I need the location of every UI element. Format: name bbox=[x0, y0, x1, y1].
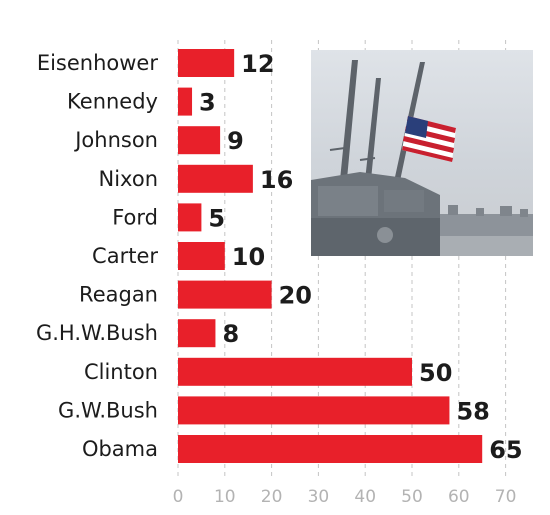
x-tick-label: 70 bbox=[495, 487, 517, 507]
x-tick-label: 40 bbox=[354, 487, 376, 507]
bar bbox=[178, 126, 221, 155]
value-label: 58 bbox=[456, 397, 489, 425]
category-label: G.W.Bush bbox=[58, 398, 158, 422]
bar bbox=[178, 49, 235, 77]
value-label: 65 bbox=[489, 436, 522, 464]
category-label: Obama bbox=[82, 437, 158, 461]
category-label: Nixon bbox=[99, 167, 158, 191]
x-tick-label: 60 bbox=[448, 487, 470, 507]
x-tick-label: 0 bbox=[173, 487, 184, 507]
us-flag-icon bbox=[402, 116, 456, 162]
value-label: 9 bbox=[227, 127, 244, 155]
value-label: 12 bbox=[241, 50, 274, 78]
category-label: Reagan bbox=[79, 283, 158, 307]
category-label: Eisenhower bbox=[37, 51, 159, 75]
category-label: Clinton bbox=[84, 360, 158, 384]
category-label: Carter bbox=[92, 244, 158, 268]
bar bbox=[178, 203, 202, 232]
value-label: 50 bbox=[419, 359, 452, 387]
x-tick-label: 50 bbox=[401, 487, 423, 507]
value-label: 5 bbox=[208, 204, 225, 232]
category-label: G.H.W.Bush bbox=[36, 321, 158, 345]
bar bbox=[178, 435, 483, 463]
bar bbox=[178, 87, 193, 116]
bar bbox=[178, 242, 225, 270]
bar bbox=[178, 396, 450, 425]
navy-ship-flag-half-mast-photo bbox=[311, 50, 533, 256]
category-label: Kennedy bbox=[67, 90, 158, 114]
bar bbox=[178, 280, 272, 309]
category-label: Johnson bbox=[73, 128, 158, 152]
x-tick-label: 20 bbox=[261, 487, 283, 507]
x-tick-label: 10 bbox=[214, 487, 236, 507]
x-tick-label: 30 bbox=[308, 487, 330, 507]
bar bbox=[178, 357, 412, 386]
value-label: 3 bbox=[199, 89, 216, 117]
value-label: 16 bbox=[260, 166, 293, 194]
x-axis-ticks: 0 10 20 30 40 50 60 70 bbox=[173, 487, 517, 507]
category-labels: Eisenhower Kennedy Johnson Nixon Ford Carter R… bbox=[36, 51, 158, 461]
bar bbox=[178, 319, 216, 348]
value-label: 10 bbox=[232, 243, 265, 271]
value-label: 8 bbox=[222, 320, 239, 348]
category-label: Ford bbox=[112, 205, 158, 229]
bar bbox=[178, 164, 253, 193]
value-label: 20 bbox=[279, 282, 312, 310]
bars bbox=[178, 49, 483, 463]
